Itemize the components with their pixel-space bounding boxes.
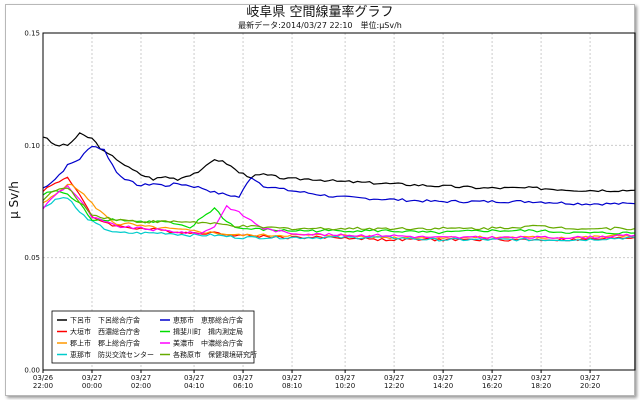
series-lines	[42, 132, 636, 242]
series-line	[42, 196, 636, 242]
legend-box	[51, 310, 255, 364]
x-tick-time: 06:10	[233, 382, 253, 390]
x-tick-time: 12:20	[384, 382, 404, 390]
x-tick-date: 03/27	[82, 374, 102, 382]
x-tick-date: 03/27	[531, 374, 551, 382]
chart-subtitle: 最新データ:2014/03/27 22:10 単位:μSv/h	[238, 20, 402, 30]
legend-entry: 各務原市 保健環境研究所	[173, 350, 257, 359]
x-tick-date: 03/27	[580, 374, 600, 382]
series-line	[42, 184, 636, 240]
x-tick-date: 03/27	[233, 374, 253, 382]
x-tick-date: 03/27	[131, 374, 151, 382]
x-tick-date: 03/27	[384, 374, 404, 382]
legend-entry: 揖斐川町 揖内測定局	[173, 327, 243, 336]
legend-entry: 恵那市 恵那総合庁舎	[173, 316, 243, 325]
x-tick-time: 10:20	[335, 382, 355, 390]
legend-entry: 郡上市 郡上総合庁舎	[70, 339, 140, 348]
y-axis-label: μ Sv/h	[7, 181, 21, 219]
x-tick-date: 03/27	[433, 374, 453, 382]
x-tick-time: 14:20	[433, 382, 453, 390]
series-line	[42, 187, 636, 231]
series-line	[42, 176, 636, 242]
chart-title: 岐阜県 空間線量率グラフ	[246, 4, 393, 20]
legend-entry: 大垣市 西濃総合庁舎	[70, 327, 140, 336]
x-tick-time: 20:20	[580, 382, 600, 390]
legend-entry: 下呂市 下呂総合庁舎	[70, 316, 140, 325]
y-tick-label: 0.15	[24, 30, 40, 38]
y-tick-label: 0.10	[24, 142, 40, 150]
x-tick-time: 22:00	[33, 382, 53, 390]
y-tick-label: 0.00	[24, 367, 40, 375]
x-tick-time: 08:10	[282, 382, 302, 390]
x-tick-time: 00:00	[82, 382, 102, 390]
x-tick-date: 03/27	[335, 374, 355, 382]
legend-entry: 恵那市 防災交流センター	[70, 350, 154, 359]
x-ticks: 03/2622:0003/2700:0003/2702:0003/2704:10…	[33, 370, 600, 390]
x-tick-time: 16:20	[482, 382, 502, 390]
x-tick-date: 03/27	[482, 374, 502, 382]
x-tick-time: 02:00	[131, 382, 151, 390]
legend-entry: 美濃市 中濃総合庁舎	[173, 339, 243, 348]
series-line	[42, 145, 636, 206]
x-tick-date: 03/26	[33, 374, 54, 382]
plot-area	[42, 32, 636, 371]
x-tick-time: 18:20	[531, 382, 551, 390]
x-tick-date: 03/27	[184, 374, 204, 382]
y-tick-label: 0.05	[24, 254, 40, 262]
series-line	[42, 132, 636, 193]
x-tick-date: 03/27	[282, 374, 302, 382]
y-ticks: 0.00 0.05 0.10 0.15	[24, 30, 40, 375]
x-tick-time: 04:10	[184, 382, 204, 390]
series-line	[42, 189, 636, 235]
